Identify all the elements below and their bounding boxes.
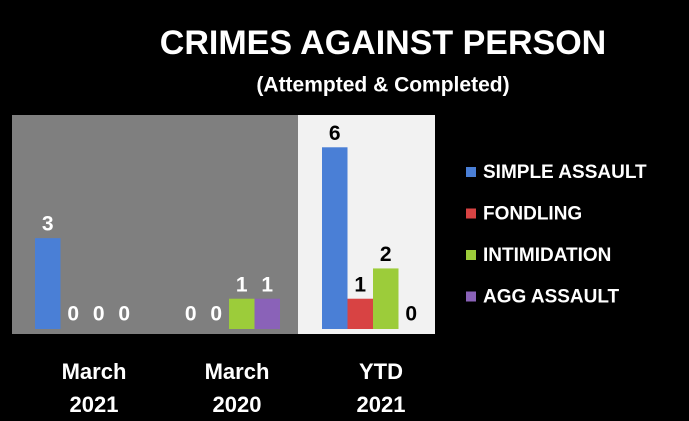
legend-label: AGG ASSAULT [483,287,620,308]
bar [347,298,373,329]
legend-swatch [466,167,476,177]
data-label: 0 [185,303,197,326]
data-label: 2 [380,243,392,266]
chart-title: CRIMES AGAINST PERSON [160,24,606,62]
legend-swatch [466,250,476,260]
chart-subtitle: (Attempted & Completed) [256,74,509,97]
bar [254,298,280,329]
data-label: 1 [236,273,248,296]
data-label: 6 [329,122,341,145]
bar [229,298,255,329]
data-label: 3 [42,213,54,236]
data-label: 0 [67,303,79,326]
legend-swatch [466,291,476,302]
bar [322,147,348,329]
legend-label: INTIMIDATION [483,245,611,266]
data-label: 0 [118,303,130,326]
data-label: 0 [93,303,105,326]
bar [373,268,399,329]
data-label: 1 [261,273,273,296]
x-tick-label: March 2021 [61,359,127,417]
x-tick-label: March 2020 [204,359,270,417]
x-tick-label: YTD 2021 [356,359,406,417]
data-label: 1 [354,273,366,296]
legend-swatch [466,208,476,219]
legend-label: SIMPLE ASSAULT [483,162,647,183]
data-label: 0 [210,303,222,326]
bar [35,238,61,329]
data-label: 0 [405,303,417,326]
highlight-area [298,115,435,334]
legend-label: FONDLING [483,204,582,225]
